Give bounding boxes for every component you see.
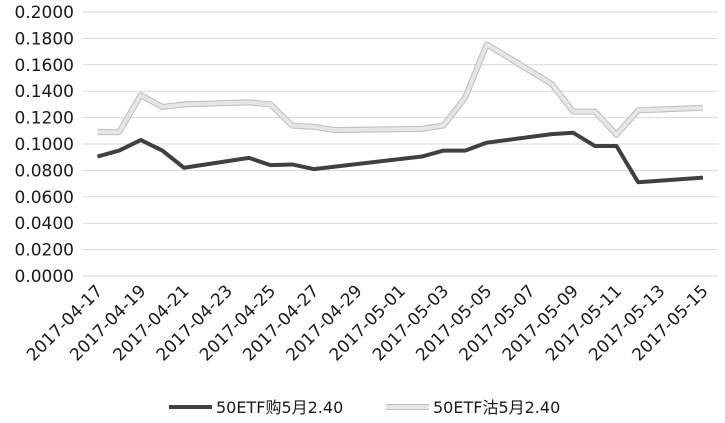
y-axis-tick-labels: 0.0000 0.0200 0.0400 0.0600 0.0800 0.1000 0.12… [15, 3, 74, 287]
series-line-put [97, 42, 704, 137]
x-axis-tick-labels: 2017-04-172017-04-192017-04-212017-04-23… [23, 281, 713, 365]
y-tick-label: 0.1000 [15, 135, 74, 155]
y-tick-label: 0.0800 [15, 161, 74, 181]
series-line-outline [97, 41, 704, 138]
y-tick-label: 0.0000 [15, 267, 74, 287]
y-tick-label: 0.1600 [15, 56, 74, 76]
series-line-call [96, 130, 704, 185]
legend: 50ETF购5月2.40 50ETF沽5月2.40 [169, 398, 560, 417]
y-tick-label: 0.0400 [15, 214, 74, 234]
legend-label: 50ETF购5月2.40 [216, 398, 343, 417]
y-tick-label: 0.2000 [15, 3, 74, 23]
y-tick-label: 0.0200 [15, 241, 74, 261]
y-tick-label: 0.0600 [15, 188, 74, 208]
series-lines [96, 41, 704, 185]
y-tick-label: 0.1400 [15, 82, 74, 102]
legend-label: 50ETF沽5月2.40 [433, 398, 560, 417]
y-tick-label: 0.1800 [15, 29, 74, 49]
gridlines [83, 11, 718, 277]
y-tick-label: 0.1200 [15, 109, 74, 129]
